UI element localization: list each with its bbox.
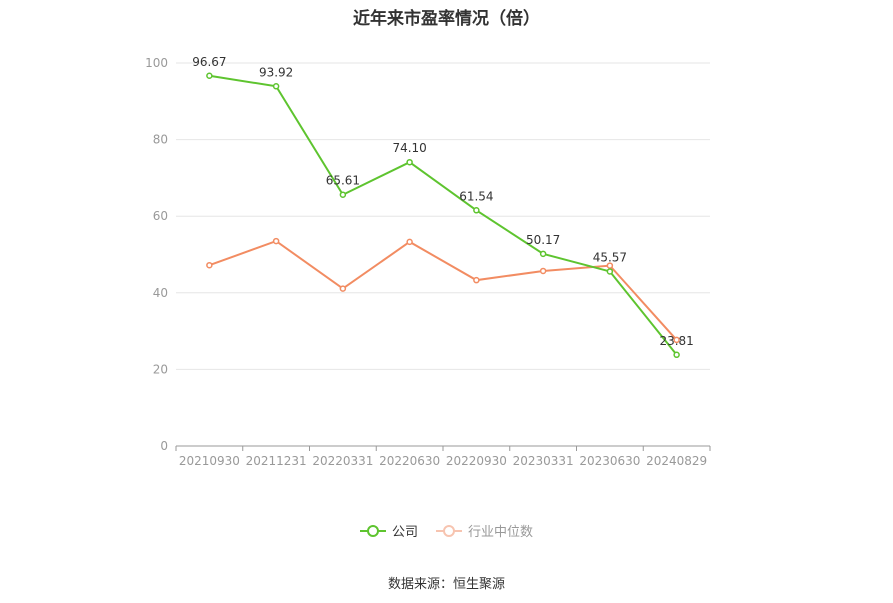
y-tick-label: 0 — [160, 439, 168, 453]
legend-item-company[interactable]: 公司 — [359, 521, 418, 540]
legend-label-industry: 行业中位数 — [468, 525, 534, 540]
company-data-label: 45.57 — [593, 250, 627, 264]
legend-label-company: 公司 — [391, 525, 418, 540]
x-tick-label: 20211231 — [246, 454, 307, 468]
company-data-label: 93.92 — [259, 65, 293, 79]
company-data-label: 23.81 — [659, 334, 693, 348]
y-tick-label: 80 — [153, 133, 168, 147]
legend-company-icon — [359, 524, 386, 537]
data-labels: 96.67 93.92 65.61 74.10 61.54 50.17 45.57 23.81 — [192, 55, 694, 348]
company-point — [272, 83, 280, 90]
y-tick-label: 40 — [153, 286, 168, 300]
x-tick-label: 20240829 — [646, 454, 707, 468]
data-source: 数据来源：恒生聚源 — [387, 577, 505, 592]
industry-point — [473, 276, 480, 284]
industry-point — [673, 336, 680, 344]
x-tick-label: 20220930 — [446, 454, 507, 468]
company-point — [673, 351, 680, 359]
company-point — [206, 72, 213, 80]
company-data-label: 96.67 — [192, 55, 226, 69]
grid-lines — [176, 62, 710, 370]
industry-point — [206, 261, 213, 269]
company-point — [539, 250, 547, 258]
chart-title: 近年来市盈率情况（倍） — [353, 9, 540, 29]
company-data-label: 65.61 — [326, 174, 360, 188]
y-tick-label: 100 — [145, 56, 168, 70]
legend-industry-icon — [436, 524, 462, 537]
axes: 0 20 40 60 80 100 20210930 20211231 20220331 2022… — [145, 56, 711, 468]
company-point — [406, 158, 413, 166]
industry-point — [606, 262, 614, 269]
legend: 公司 行业中位数 — [0, 521, 893, 540]
legend-item-industry[interactable]: 行业中位数 — [436, 521, 533, 540]
company-line — [209, 74, 678, 356]
x-tick-label: 20210930 — [179, 454, 240, 468]
company-point — [606, 268, 614, 275]
x-tick-label: 20220630 — [379, 454, 440, 468]
company-data-label: 74.10 — [392, 141, 426, 155]
industry-line — [209, 239, 678, 341]
y-tick-label: 60 — [153, 209, 168, 223]
company-point — [339, 191, 347, 198]
industry-point — [406, 238, 413, 246]
industry-point — [339, 285, 347, 292]
industry-point — [539, 267, 547, 275]
company-data-label: 50.17 — [526, 233, 560, 247]
y-tick-label: 20 — [153, 362, 168, 376]
x-tick-label: 20230331 — [513, 454, 574, 468]
industry-point — [272, 237, 280, 245]
x-tick-label: 20220331 — [312, 454, 373, 468]
company-data-label: 61.54 — [459, 189, 493, 203]
company-point — [473, 207, 480, 214]
series — [206, 72, 680, 359]
x-tick-label: 20230630 — [579, 454, 640, 468]
